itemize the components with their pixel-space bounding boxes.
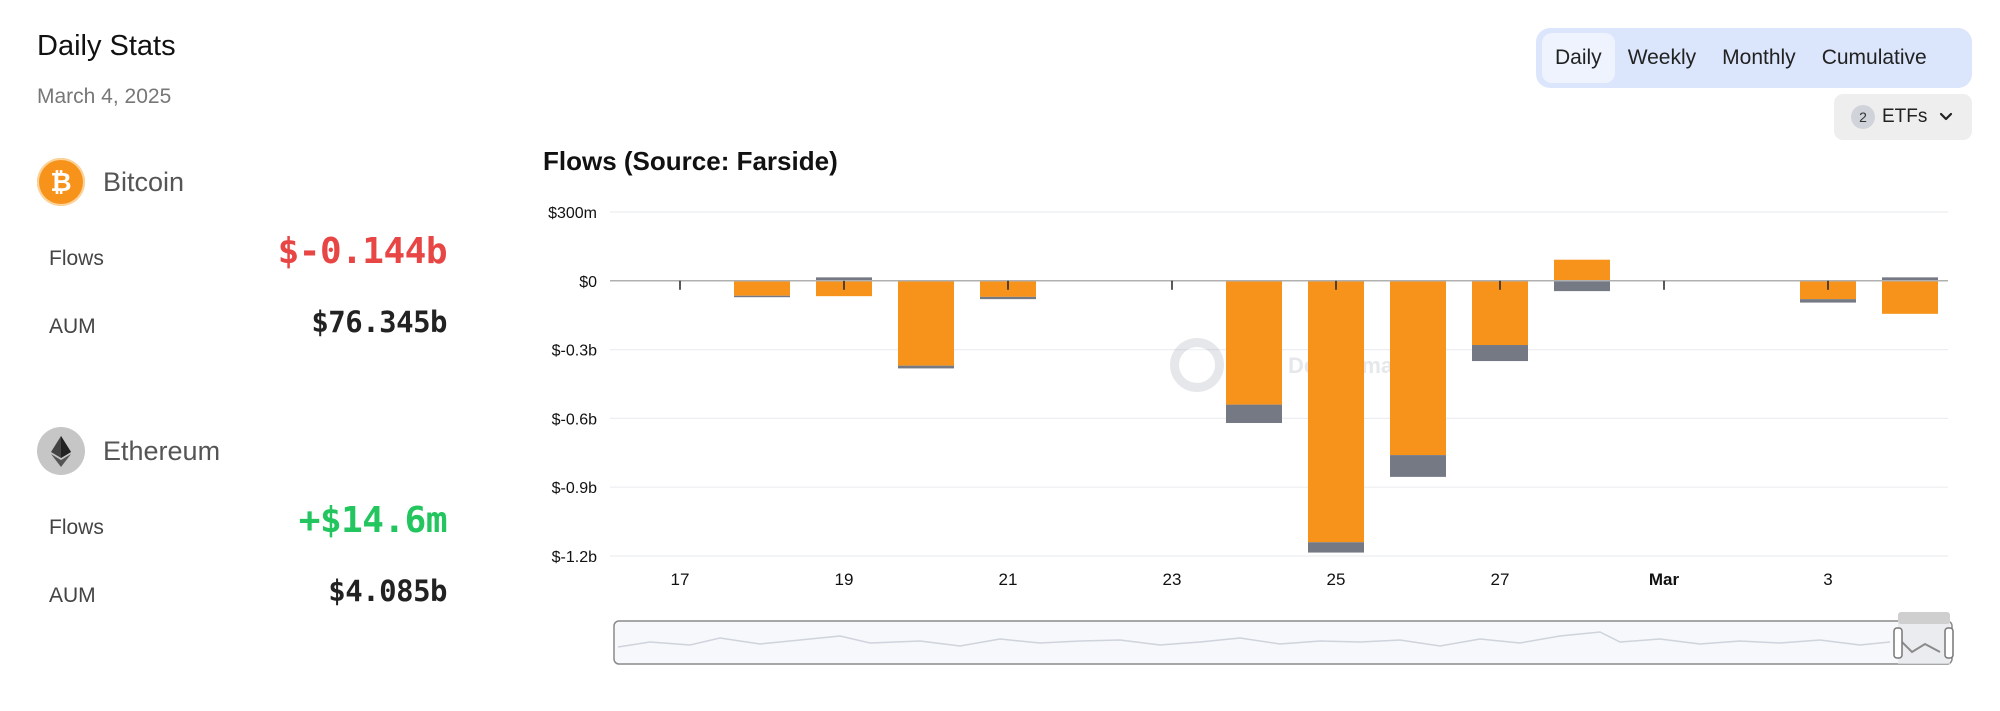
tab-daily[interactable]: Daily	[1542, 33, 1615, 83]
bitcoin-flows-label: Flows	[49, 247, 104, 270]
bar-bitcoin[interactable]	[1226, 280, 1282, 405]
x-tick-label: 23	[1163, 570, 1182, 589]
ethereum-aum-value: $4.085b	[328, 574, 447, 608]
tab-monthly[interactable]: Monthly	[1722, 46, 1796, 69]
bar-ethereum[interactable]	[1800, 299, 1856, 303]
x-tick-label: 25	[1327, 570, 1346, 589]
x-tick-label: 21	[999, 570, 1018, 589]
asset-name-ethereum: Ethereum	[103, 435, 221, 466]
bar-ethereum[interactable]	[816, 277, 872, 281]
panel-date: March 4, 2025	[37, 85, 172, 108]
x-tick-label: Mar	[1649, 570, 1680, 589]
chevron-down-icon	[1939, 112, 1953, 122]
ethereum-flows-label: Flows	[49, 516, 104, 539]
x-tick-label: 17	[671, 570, 690, 589]
y-tick-label: $-0.9b	[552, 480, 597, 497]
y-tick-label: $-1.2b	[552, 549, 597, 566]
y-tick-label: $0	[579, 274, 597, 291]
bar-bitcoin[interactable]	[1554, 259, 1610, 281]
bar-bitcoin[interactable]	[1882, 280, 1938, 314]
chart-title: Flows (Source: Farside)	[543, 146, 838, 176]
etf-filter-label: ETFs	[1882, 106, 1928, 127]
bar-ethereum[interactable]	[1308, 542, 1364, 553]
bar-ethereum[interactable]	[1554, 280, 1610, 292]
bar-bitcoin[interactable]	[1800, 280, 1856, 300]
zero-axis-line	[610, 280, 1948, 290]
y-tick-label: $-0.6b	[552, 411, 597, 428]
tab-weekly[interactable]: Weekly	[1627, 46, 1697, 69]
chart-bars	[734, 259, 1938, 553]
ethereum-flows-value: +$14.6m	[298, 500, 448, 541]
svg-text:₿: ₿	[50, 168, 71, 198]
bar-bitcoin[interactable]	[898, 280, 954, 366]
ethereum-aum-label: AUM	[49, 584, 96, 607]
x-tick-label: 19	[835, 570, 854, 589]
bar-bitcoin[interactable]	[734, 280, 790, 296]
x-tick-label: 27	[1491, 570, 1510, 589]
bar-ethereum[interactable]	[1226, 404, 1282, 423]
bar-ethereum[interactable]	[898, 365, 954, 369]
ethereum-section: Ethereum Flows +$14.6m AUM $4.085b	[37, 426, 448, 630]
asset-name-bitcoin: Bitcoin	[103, 166, 185, 197]
etf-count-badge: 2	[1851, 105, 1875, 129]
ethereum-icon	[37, 427, 85, 475]
bitcoin-flows-value: $-0.144b	[277, 231, 448, 272]
bar-ethereum[interactable]	[1882, 277, 1938, 281]
panel-title: Daily Stats	[37, 30, 176, 62]
range-slider-sparkline	[617, 631, 1891, 648]
tab-cumulative[interactable]: Cumulative	[1821, 46, 1927, 69]
y-tick-label: $300m	[548, 205, 597, 222]
y-axis-labels: $300m $0 $-0.3b $-0.6b $-0.9b $-1.2b	[548, 205, 597, 566]
bar-ethereum[interactable]	[980, 296, 1036, 300]
range-right-handle	[1944, 627, 1954, 659]
bar-ethereum[interactable]	[1472, 345, 1528, 362]
bitcoin-aum-value: $76.345b	[311, 305, 447, 339]
range-drag-handle	[1898, 612, 1950, 624]
watermark-logo: DefiLlama	[1170, 338, 1394, 392]
bar-ethereum[interactable]	[1390, 455, 1446, 477]
bar-ethereum[interactable]	[734, 295, 790, 298]
x-tick-label: 3	[1823, 570, 1832, 589]
y-tick-label: $-0.3b	[552, 343, 597, 360]
x-axis-labels: 17 19 21 23 25 27 Mar 3	[671, 570, 1833, 589]
etf-filter-button[interactable]: 2 ETFs	[1834, 94, 1972, 140]
bitcoin-icon: ₿	[37, 158, 85, 206]
range-left-handle	[1893, 627, 1903, 659]
bar-bitcoin[interactable]	[1472, 280, 1528, 346]
bitcoin-section: ₿ Bitcoin Flows $-0.144b AUM $76.345b	[37, 157, 448, 361]
range-slider[interactable]	[613, 612, 1954, 665]
bar-bitcoin[interactable]	[1390, 280, 1446, 456]
bar-bitcoin[interactable]	[1308, 280, 1364, 543]
bitcoin-aum-label: AUM	[49, 315, 96, 338]
timeframe-tabs: Daily Weekly Monthly Cumulative	[1536, 28, 1972, 88]
